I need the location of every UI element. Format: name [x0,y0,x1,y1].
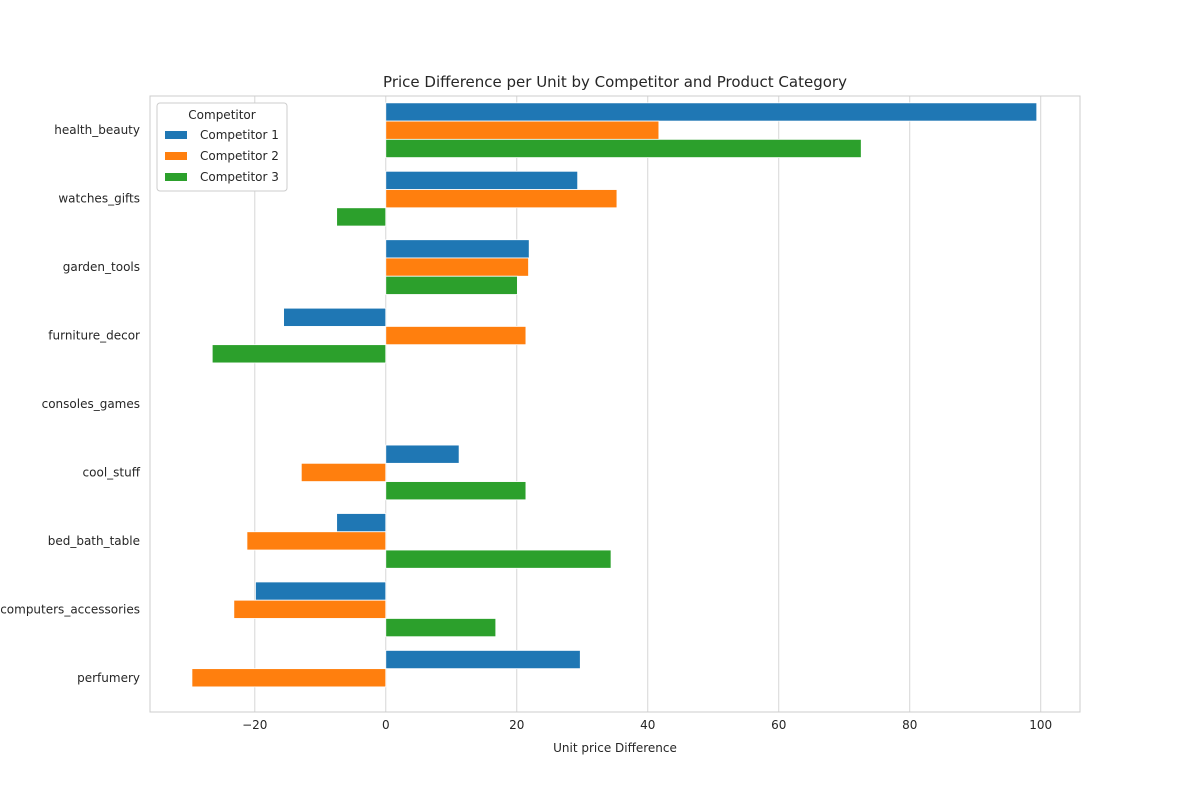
bar [385,444,460,464]
legend-label: Competitor 3 [200,170,279,184]
bar [385,650,581,670]
y-tick-label: furniture_decor [48,329,140,343]
y-tick-label: garden_tools [63,260,140,274]
bar [233,599,387,619]
chart-title: Price Difference per Unit by Competitor … [383,73,847,91]
plot-frame [149,95,1081,713]
bar [385,189,618,209]
legend-label: Competitor 2 [200,149,279,163]
bar [385,618,497,638]
bar [211,344,387,364]
bar-layer [191,102,1038,688]
y-tick-label: computers_accessories [0,602,140,616]
bar [385,257,529,277]
bar [191,668,387,688]
x-tick-label: 60 [771,718,786,732]
bar [300,462,387,482]
x-tick-label: 80 [902,718,917,732]
bar [385,138,862,158]
bar [385,239,530,259]
x-tick-label: −20 [242,718,267,732]
x-tick-label: 100 [1029,718,1052,732]
legend-items: Competitor 1 Competitor 2 Competitor 3 [165,128,279,184]
bar [385,275,518,295]
bar [385,326,527,346]
bar [283,307,387,327]
x-axis-label: Unit price Difference [553,741,677,755]
grid-layer [254,96,1042,712]
y-tick-label: bed_bath_table [48,534,140,548]
legend-title: Competitor [188,108,255,122]
x-tick-label: 40 [640,718,655,732]
bar [385,102,1038,122]
bar [385,120,660,140]
y-tick-label: health_beauty [54,123,140,137]
x-tick-label: 0 [382,718,390,732]
bar [246,531,387,551]
bar [336,207,387,227]
bar [385,170,579,190]
bar [255,581,387,601]
tick-layer: −20 0 20 40 60 80 100 health_beauty watches_gift… [0,123,1052,732]
legend-swatch [165,173,187,181]
legend-box [156,102,288,192]
y-tick-label: consoles_games [42,397,140,411]
x-tick-label: 20 [509,718,524,732]
bar [336,513,387,533]
bar [385,481,527,501]
y-tick-label: watches_gifts [58,192,140,206]
bar [385,549,612,569]
legend-swatch [165,152,187,160]
y-tick-label: perfumery [77,671,140,685]
legend-swatch [165,131,187,139]
legend-label: Competitor 1 [200,128,279,142]
y-tick-label: cool_stuff [83,465,141,479]
